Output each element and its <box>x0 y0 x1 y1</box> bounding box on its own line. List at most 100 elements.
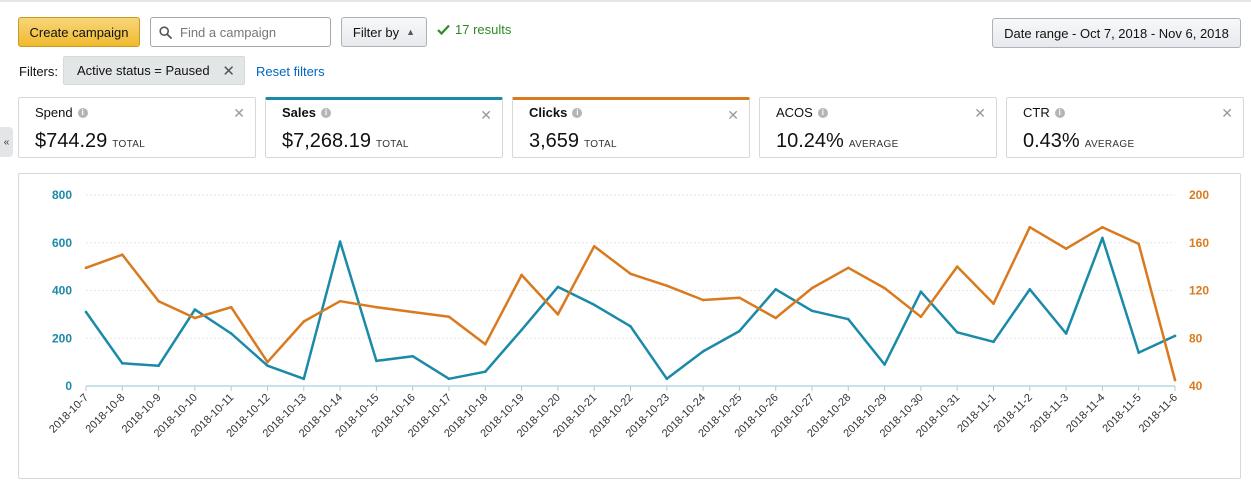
data-point-sales <box>411 354 415 358</box>
x-tick-label: 2018-11-3 <box>1028 392 1071 435</box>
metric-card-clicks[interactable]: Clicks i ✕ 3,659 TOTAL <box>512 97 750 158</box>
data-point-sales <box>84 310 88 314</box>
x-tick-label: 2018-11-2 <box>992 392 1035 435</box>
metric-card-spend[interactable]: Spend i ✕ $744.29 TOTAL <box>18 97 256 158</box>
data-point-clicks <box>629 272 632 276</box>
search-input[interactable] <box>178 23 322 41</box>
metric-card-acos[interactable]: ACOS i ✕ 10.24% AVERAGE <box>759 97 997 158</box>
sort-arrows-icon: ▲︎ <box>406 27 416 37</box>
data-point-sales <box>1064 332 1068 335</box>
data-point-sales <box>375 359 378 363</box>
y-left-tick-label: 600 <box>52 236 72 250</box>
data-point-clicks <box>375 305 378 309</box>
data-point-clicks <box>556 313 560 316</box>
close-icon[interactable]: ✕ <box>974 105 986 121</box>
y-left-tick-label: 800 <box>52 188 72 202</box>
data-point-clicks <box>520 273 523 277</box>
data-point-sales <box>1028 288 1032 291</box>
collapse-sidebar-button[interactable]: « <box>0 127 13 157</box>
x-tick-label: 2018-11-1 <box>955 392 998 435</box>
close-icon[interactable]: ✕ <box>233 105 245 121</box>
performance-chart: 0 200 400 600 800 40 80 120 160 200 2018-10-7 2018-… <box>18 173 1241 479</box>
metric-value: 0.43% <box>1023 130 1080 152</box>
data-point-sales <box>919 290 923 293</box>
date-range-button[interactable]: Date range - Oct 7, 2018 - Nov 6, 2018 <box>992 18 1241 48</box>
data-point-sales <box>955 330 959 334</box>
data-point-sales <box>1101 236 1104 240</box>
active-filter-chip: Active status = Paused ✕ <box>63 56 245 85</box>
close-icon[interactable]: ✕ <box>480 107 492 123</box>
metric-card-ctr[interactable]: CTR i ✕ 0.43% AVERAGE <box>1006 97 1244 158</box>
data-point-clicks <box>1028 225 1032 229</box>
series-line-clicks <box>84 225 1177 382</box>
data-point-sales <box>229 332 233 335</box>
data-point-clicks <box>121 253 124 256</box>
metric-value: $7,268.19 <box>282 130 371 152</box>
metric-value-row: $7,268.19 TOTAL <box>282 130 409 156</box>
data-point-sales <box>701 350 705 353</box>
info-icon[interactable]: i <box>1054 107 1065 118</box>
results-text: 17 results <box>455 22 512 37</box>
info-icon[interactable]: i <box>817 107 828 118</box>
data-point-clicks <box>810 286 814 290</box>
data-point-clicks <box>338 299 342 303</box>
metric-label: Sales <box>282 105 316 120</box>
data-point-sales <box>992 340 995 344</box>
data-point-sales <box>193 308 197 311</box>
metric-unit: TOTAL <box>112 139 146 150</box>
data-point-clicks <box>955 265 959 268</box>
reset-filters-link[interactable]: Reset filters <box>256 64 325 79</box>
top-border <box>0 0 1251 2</box>
metric-value: $744.29 <box>35 130 108 152</box>
data-point-clicks <box>919 315 923 319</box>
metric-label: CTR <box>1023 105 1050 120</box>
metric-label-row: Clicks i <box>529 105 583 120</box>
data-point-sales <box>520 328 523 332</box>
metric-unit: TOTAL <box>584 139 617 150</box>
search-icon <box>159 25 172 39</box>
metric-unit: AVERAGE <box>848 139 899 150</box>
info-icon[interactable]: i <box>320 107 331 118</box>
campaign-search[interactable] <box>150 17 331 47</box>
metric-card-sales[interactable]: Sales i ✕ $7,268.19 TOTAL <box>265 97 503 158</box>
data-point-sales <box>810 309 814 313</box>
data-point-sales <box>629 325 632 328</box>
y-right-tick-label: 160 <box>1189 236 1209 250</box>
data-point-clicks <box>193 316 197 320</box>
metric-label-row: ACOS i <box>776 105 828 120</box>
metric-value-row: $744.29 TOTAL <box>35 130 145 156</box>
data-point-clicks <box>883 286 886 290</box>
metric-value: 3,659 <box>529 130 580 152</box>
data-point-sales <box>121 362 124 365</box>
data-point-clicks <box>484 342 487 346</box>
info-icon[interactable]: i <box>77 107 88 118</box>
metric-label-row: Sales i <box>282 105 331 120</box>
data-point-clicks <box>701 298 705 302</box>
close-icon[interactable]: ✕ <box>727 107 739 123</box>
metric-unit: TOTAL <box>375 139 409 150</box>
data-point-clicks <box>1101 225 1104 229</box>
filter-by-dropdown[interactable]: Filter by ▲︎ <box>341 17 427 47</box>
data-point-clicks <box>847 266 850 270</box>
info-icon[interactable]: i <box>572 107 583 118</box>
remove-filter-icon[interactable]: ✕ <box>222 63 235 80</box>
data-point-sales <box>302 377 306 381</box>
data-point-sales <box>157 364 160 368</box>
data-point-sales <box>883 363 886 366</box>
y-right-tick-label: 200 <box>1189 188 1209 202</box>
data-point-sales <box>738 329 741 333</box>
filters-label: Filters: <box>19 64 58 79</box>
create-campaign-button[interactable]: Create campaign <box>18 17 140 47</box>
data-point-clicks <box>447 315 451 319</box>
close-icon[interactable]: ✕ <box>1221 105 1233 121</box>
y-right-tick-label: 40 <box>1189 379 1203 393</box>
data-point-clicks <box>992 302 995 305</box>
metric-label-row: CTR i <box>1023 105 1065 120</box>
data-point-clicks <box>302 320 306 323</box>
data-point-sales <box>1173 334 1177 338</box>
data-point-clicks <box>411 310 415 314</box>
data-point-sales <box>338 240 342 243</box>
series-line-sales <box>84 236 1177 381</box>
metric-label: Spend <box>35 105 73 120</box>
data-point-clicks <box>774 316 777 320</box>
